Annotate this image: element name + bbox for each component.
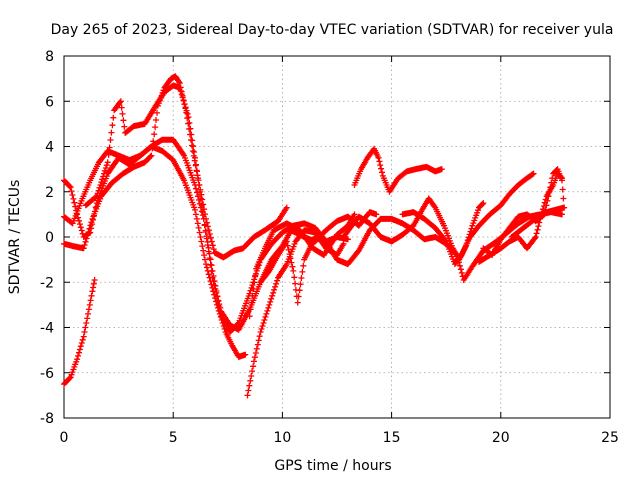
series-trace-8 xyxy=(257,234,351,306)
y-axis-label: SDTVAR / TECUs xyxy=(7,180,23,295)
series-markers xyxy=(61,143,249,360)
y-tick-label: 0 xyxy=(45,230,54,246)
series-trace-13 xyxy=(476,170,565,265)
x-tick-label: 25 xyxy=(601,430,619,446)
series-markers xyxy=(244,227,347,399)
y-tick-label: -4 xyxy=(40,321,54,337)
x-tick-label: 5 xyxy=(169,430,178,446)
y-tick-label: 8 xyxy=(45,49,54,65)
series-trace-14 xyxy=(508,204,568,240)
series-markers xyxy=(351,145,445,195)
series-markers xyxy=(246,211,358,320)
axis-ticks xyxy=(63,55,611,419)
series-trace-9 xyxy=(351,145,445,195)
y-tick-label: -8 xyxy=(40,411,54,427)
y-tick-label: -2 xyxy=(40,275,54,291)
series-trace-7 xyxy=(246,211,358,320)
x-tick-labels: 0 5 10 15 20 25 xyxy=(60,430,619,446)
x-tick-label: 15 xyxy=(383,430,401,446)
series-markers xyxy=(257,234,351,306)
y-tick-label: -6 xyxy=(40,366,54,382)
series-markers xyxy=(476,170,565,265)
y-tick-label: 6 xyxy=(45,94,54,110)
series-markers xyxy=(61,277,98,388)
y-tick-labels: -8 -6 -4 -2 0 2 4 6 8 xyxy=(40,49,54,427)
data-series xyxy=(61,73,568,399)
x-tick-label: 0 xyxy=(60,430,69,446)
x-axis-label: GPS time / hours xyxy=(274,458,391,474)
y-tick-label: 2 xyxy=(45,185,54,201)
x-tick-label: 20 xyxy=(492,430,510,446)
series-markers xyxy=(508,204,568,240)
series-trace-5 xyxy=(82,82,380,333)
series-trace-3 xyxy=(61,143,249,360)
series-markers xyxy=(82,82,380,333)
series-trace-1 xyxy=(61,277,98,388)
chart-title: Day 265 of 2023, Sidereal Day-to-day VTE… xyxy=(51,22,614,38)
y-tick-label: 4 xyxy=(45,140,54,156)
x-tick-label: 10 xyxy=(273,430,291,446)
series-trace-6 xyxy=(244,227,347,399)
series-markers xyxy=(399,170,537,268)
series-trace-11 xyxy=(399,170,537,268)
